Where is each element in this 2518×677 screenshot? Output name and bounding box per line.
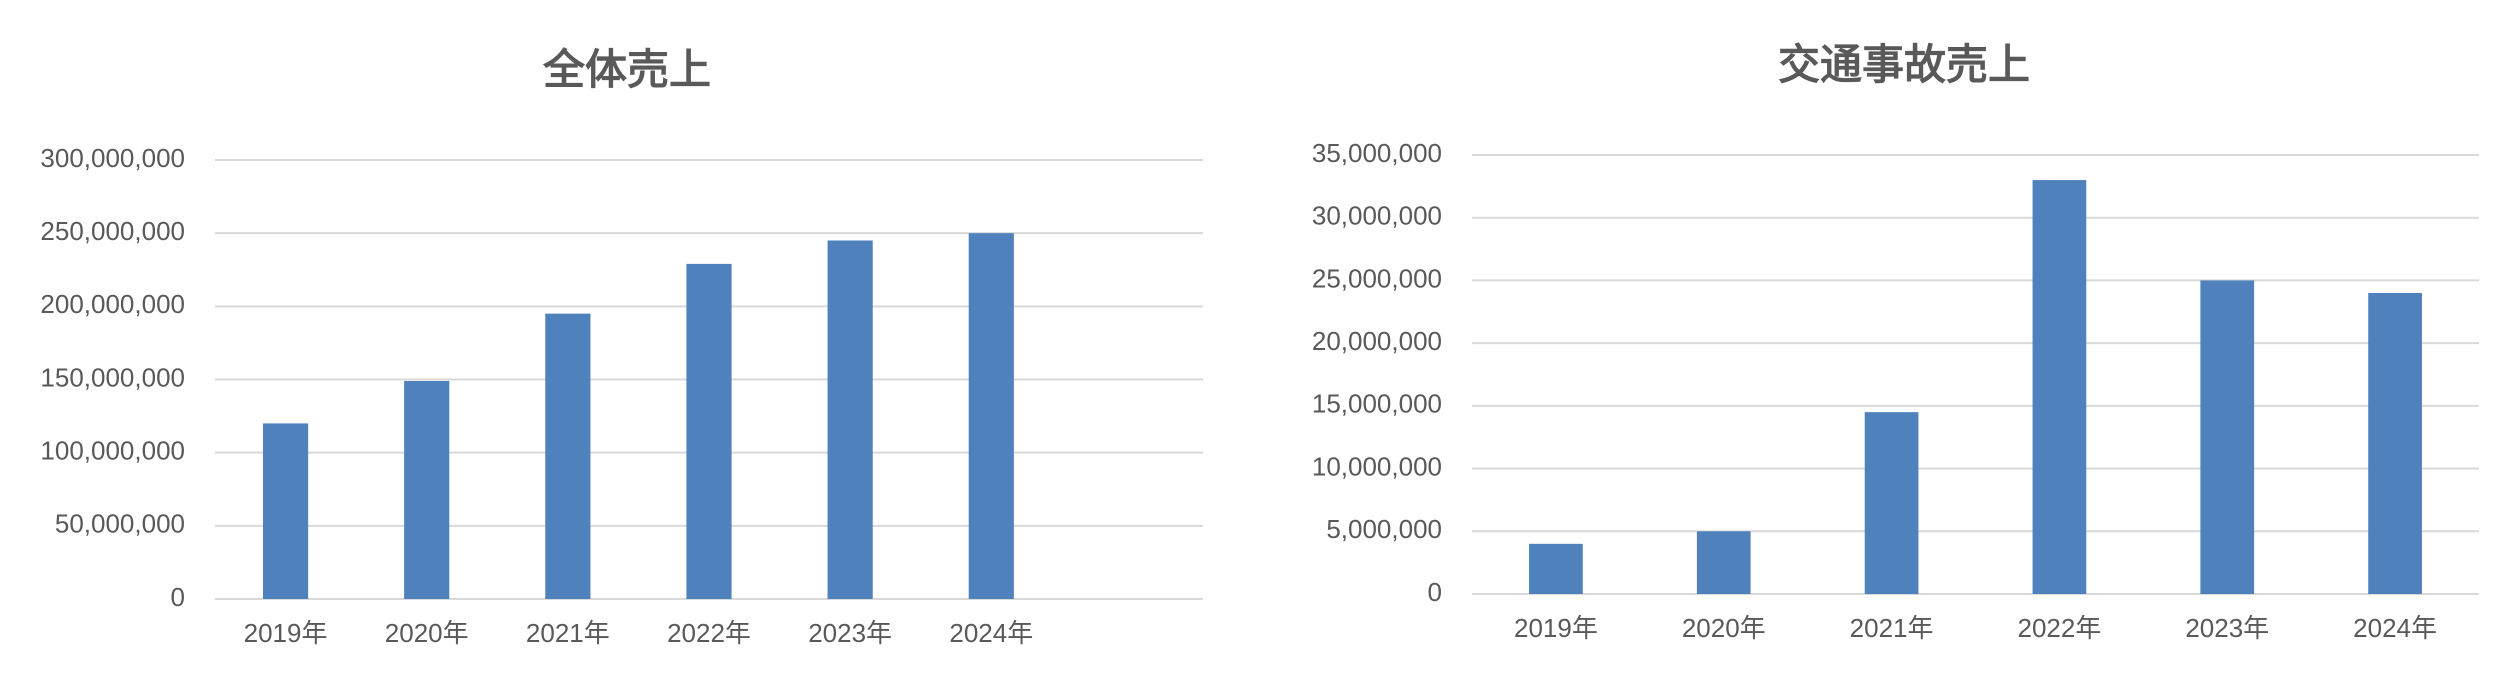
x-tick-label: 2024年 bbox=[949, 618, 1033, 648]
y-tick-label: 0 bbox=[1428, 577, 1442, 607]
bar bbox=[1696, 531, 1751, 594]
y-tick-label: 150,000,000 bbox=[40, 362, 185, 392]
x-tick-label: 2022年 bbox=[667, 618, 751, 648]
y-tick-label: 20,000,000 bbox=[1312, 326, 1442, 356]
bar bbox=[686, 263, 732, 599]
bar bbox=[2368, 292, 2422, 594]
x-tick-label: 2021年 bbox=[1850, 613, 1934, 643]
y-tick-label: 25,000,000 bbox=[1312, 263, 1442, 293]
y-tick-label: 10,000,000 bbox=[1312, 451, 1442, 481]
bar bbox=[1864, 412, 1919, 594]
y-tick-label: 200,000,000 bbox=[40, 289, 185, 319]
chart-title: 交通事故売上 bbox=[1778, 41, 2030, 88]
y-tick-label: 50,000,000 bbox=[55, 509, 185, 539]
x-tick-label: 2020年 bbox=[385, 618, 469, 648]
bar bbox=[545, 313, 591, 599]
y-tick-label: 250,000,000 bbox=[40, 216, 185, 246]
bar bbox=[968, 233, 1014, 599]
x-tick-label: 2024年 bbox=[2353, 613, 2437, 643]
x-tick-label: 2019年 bbox=[244, 618, 328, 648]
bar bbox=[2200, 280, 2255, 594]
y-tick-label: 100,000,000 bbox=[40, 436, 185, 466]
y-tick-label: 30,000,000 bbox=[1312, 201, 1442, 231]
bar bbox=[262, 423, 309, 599]
x-tick-label: 2023年 bbox=[808, 618, 892, 648]
bar bbox=[2032, 180, 2087, 595]
chart-title: 全体売上 bbox=[542, 46, 711, 93]
x-tick-label: 2019年 bbox=[1514, 613, 1598, 643]
x-tick-label: 2022年 bbox=[2017, 613, 2101, 643]
y-tick-label: 0 bbox=[171, 582, 185, 612]
y-tick-label: 5,000,000 bbox=[1326, 514, 1442, 544]
bar bbox=[1529, 543, 1583, 594]
x-tick-label: 2023年 bbox=[2185, 613, 2269, 643]
bar bbox=[827, 240, 873, 599]
x-tick-label: 2021年 bbox=[526, 618, 610, 648]
bar bbox=[404, 380, 450, 599]
y-tick-label: 300,000,000 bbox=[40, 143, 185, 173]
y-tick-label: 35,000,000 bbox=[1312, 138, 1442, 168]
x-tick-label: 2020年 bbox=[1682, 613, 1766, 643]
y-tick-label: 15,000,000 bbox=[1312, 389, 1442, 419]
